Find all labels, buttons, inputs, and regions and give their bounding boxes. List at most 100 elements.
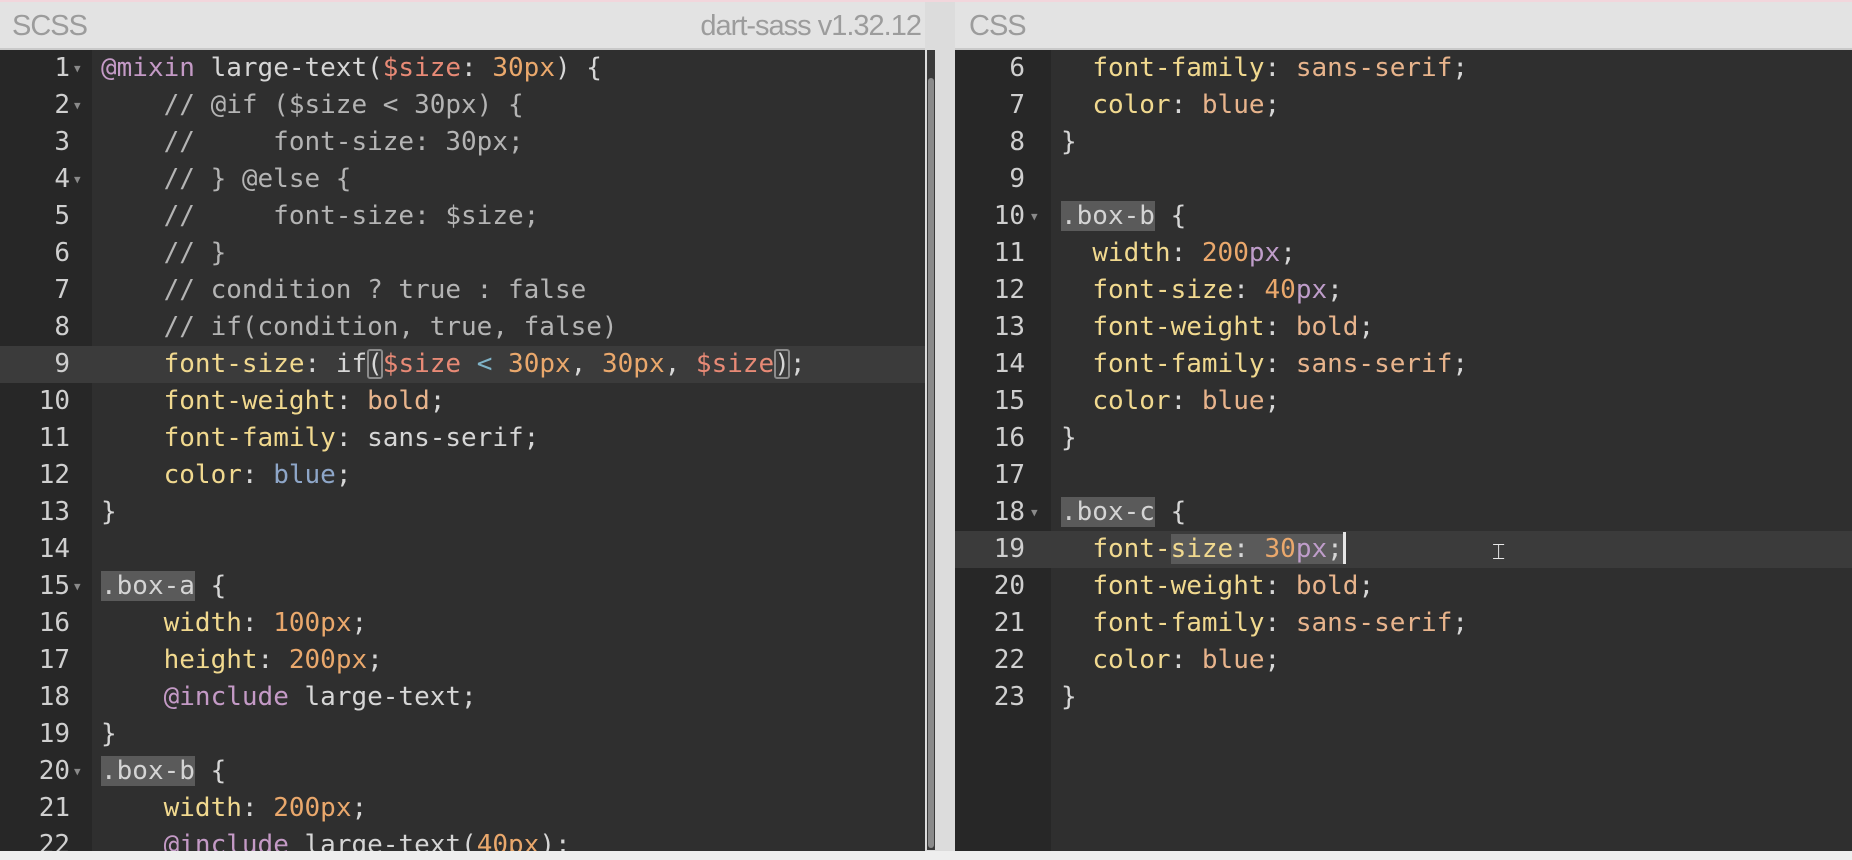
code-token: : — [257, 645, 289, 675]
code-token — [1061, 312, 1092, 342]
code-text: // font-size: $size; — [101, 198, 540, 235]
code-line[interactable]: 16 width: 100px; — [0, 605, 925, 642]
code-token: 30 — [1264, 534, 1296, 564]
code-token: 200 — [1201, 238, 1249, 268]
code-line[interactable]: 15 color: blue; — [955, 383, 1852, 420]
code-line[interactable]: 14 — [0, 531, 925, 568]
code-line[interactable]: 10 ▼ .box-b { — [955, 198, 1852, 235]
code-line[interactable]: 19} — [0, 716, 925, 753]
code-line[interactable]: 3 // font-size: 30px; — [0, 124, 925, 161]
code-token: 40px — [476, 830, 540, 851]
line-number: 2 — [54, 90, 70, 120]
code-line[interactable]: 20 ▼ .box-b { — [0, 753, 925, 790]
code-line[interactable]: 11 width: 200px; — [955, 235, 1852, 272]
code-line[interactable]: 14 font-family: sans-serif; — [955, 346, 1852, 383]
code-token: // } @else { — [101, 164, 352, 194]
code-line[interactable]: 22 color: blue; — [955, 642, 1852, 679]
scss-scrollbar-thumb[interactable] — [928, 78, 934, 848]
code-token: font- — [1092, 534, 1171, 564]
code-line[interactable]: 6 font-family: sans-serif; — [955, 50, 1852, 87]
code-token: sans-serif — [367, 423, 524, 453]
code-line[interactable]: 12 color: blue; — [0, 457, 925, 494]
code-token: large-text( — [194, 53, 383, 83]
code-line[interactable]: 2 ▼ // @if ($size < 30px) { — [0, 87, 925, 124]
fold-arrow-icon[interactable]: ▼ — [74, 99, 81, 112]
code-token: .box-a — [101, 571, 195, 601]
fold-arrow-icon[interactable]: ▼ — [1031, 210, 1038, 223]
code-line[interactable]: 4 ▼ // } @else { — [0, 161, 925, 198]
fold-arrow-icon[interactable]: ▼ — [1031, 506, 1038, 519]
code-token: size — [1170, 534, 1234, 564]
code-text: width: 200px; — [1061, 235, 1296, 272]
code-line[interactable]: 23} — [955, 679, 1852, 716]
code-line[interactable]: 17 height: 200px; — [0, 642, 925, 679]
code-line[interactable]: 12 font-size: 40px; — [955, 272, 1852, 309]
code-token — [1061, 534, 1092, 564]
code-text: font-size: 30px; — [1061, 531, 1346, 568]
css-pane-title: CSS — [969, 10, 1027, 42]
line-number: 6 — [1009, 53, 1025, 83]
css-code-area[interactable]: 6 font-family: sans-serif; 7 color: blue;… — [955, 50, 1852, 851]
code-line[interactable]: 20 font-weight: bold; — [955, 568, 1852, 605]
code-token: : — [1264, 608, 1296, 638]
code-token: ) — [774, 349, 790, 379]
code-line[interactable]: 7 // condition ? true : false — [0, 272, 925, 309]
code-token: ; — [1280, 238, 1296, 268]
code-token: ; — [335, 460, 352, 490]
fold-arrow-icon[interactable]: ▼ — [74, 765, 81, 778]
css-code-lines[interactable]: 6 font-family: sans-serif; 7 color: blue;… — [955, 50, 1852, 716]
code-token: : — [1170, 90, 1202, 120]
code-text: font-family: sans-serif; — [1061, 605, 1468, 642]
code-line[interactable]: 19 font-size: 30px; — [955, 531, 1852, 568]
code-line[interactable]: 13} — [0, 494, 925, 531]
code-token: : — [241, 608, 274, 638]
fold-arrow-icon[interactable]: ▼ — [74, 62, 81, 75]
code-line[interactable]: 22 @include large-text(40px); — [0, 827, 925, 851]
code-token — [101, 830, 164, 851]
scss-code-area[interactable]: 1 ▼ @mixin large-text($size: 30px) {2 ▼ // … — [0, 50, 925, 851]
code-line[interactable]: 8} — [955, 124, 1852, 161]
code-line[interactable]: 13 font-weight: bold; — [955, 309, 1852, 346]
code-line[interactable]: 10 font-weight: bold; — [0, 383, 925, 420]
scss-code-lines[interactable]: 1 ▼ @mixin large-text($size: 30px) {2 ▼ // … — [0, 50, 925, 851]
code-token: sans-serif — [1295, 53, 1453, 83]
code-token: ; — [429, 386, 446, 416]
code-token: , — [570, 349, 602, 379]
code-token: font-size — [1092, 275, 1234, 305]
code-line[interactable]: 18 ▼ .box-c { — [955, 494, 1852, 531]
compiler-version-label[interactable]: dart-sass v1.32.12 — [700, 10, 922, 42]
code-line[interactable]: 21 font-family: sans-serif; — [955, 605, 1852, 642]
line-number: 12 — [993, 275, 1025, 305]
code-line[interactable]: 21 width: 200px; — [0, 790, 925, 827]
code-line[interactable]: 8 // if(condition, true, false) — [0, 309, 925, 346]
code-token — [101, 386, 164, 416]
code-token: : — [1170, 238, 1202, 268]
code-line[interactable]: 9 — [955, 161, 1852, 198]
code-token: { — [1154, 201, 1187, 231]
code-line[interactable]: 6 // } — [0, 235, 925, 272]
code-token: // font-size: $size; — [101, 201, 540, 231]
code-line[interactable]: 17 — [955, 457, 1852, 494]
code-token: { — [1154, 497, 1187, 527]
window-top-edge — [0, 0, 1852, 2]
code-line[interactable]: 11 font-family: sans-serif; — [0, 420, 925, 457]
code-token: px — [1248, 238, 1281, 268]
scss-editor-pane[interactable]: SCSS dart-sass v1.32.12 1 ▼ @mixin large-t… — [0, 2, 925, 851]
code-line[interactable]: 5 // font-size: $size; — [0, 198, 925, 235]
css-output-pane[interactable]: CSS 6 font-family: sans-serif; 7 color: b… — [955, 2, 1852, 851]
code-line[interactable]: 16} — [955, 420, 1852, 457]
code-line[interactable]: 7 color: blue; — [955, 87, 1852, 124]
code-line[interactable]: 1 ▼ @mixin large-text($size: 30px) { — [0, 50, 925, 87]
code-token: font-weight — [1092, 312, 1265, 342]
fold-arrow-icon[interactable]: ▼ — [74, 173, 81, 186]
line-number: 13 — [993, 312, 1025, 342]
code-text: // @if ($size < 30px) { — [101, 87, 524, 124]
line-number: 13 — [38, 497, 70, 527]
code-text: // } — [101, 235, 227, 272]
code-token: 30px — [601, 349, 665, 379]
code-token: : — [1264, 312, 1296, 342]
fold-arrow-icon[interactable]: ▼ — [74, 580, 81, 593]
code-line[interactable]: 18 @include large-text; — [0, 679, 925, 716]
code-line[interactable]: 15 ▼ .box-a { — [0, 568, 925, 605]
code-line[interactable]: 9 font-size: if($size < 30px, 30px, $siz… — [0, 346, 925, 383]
